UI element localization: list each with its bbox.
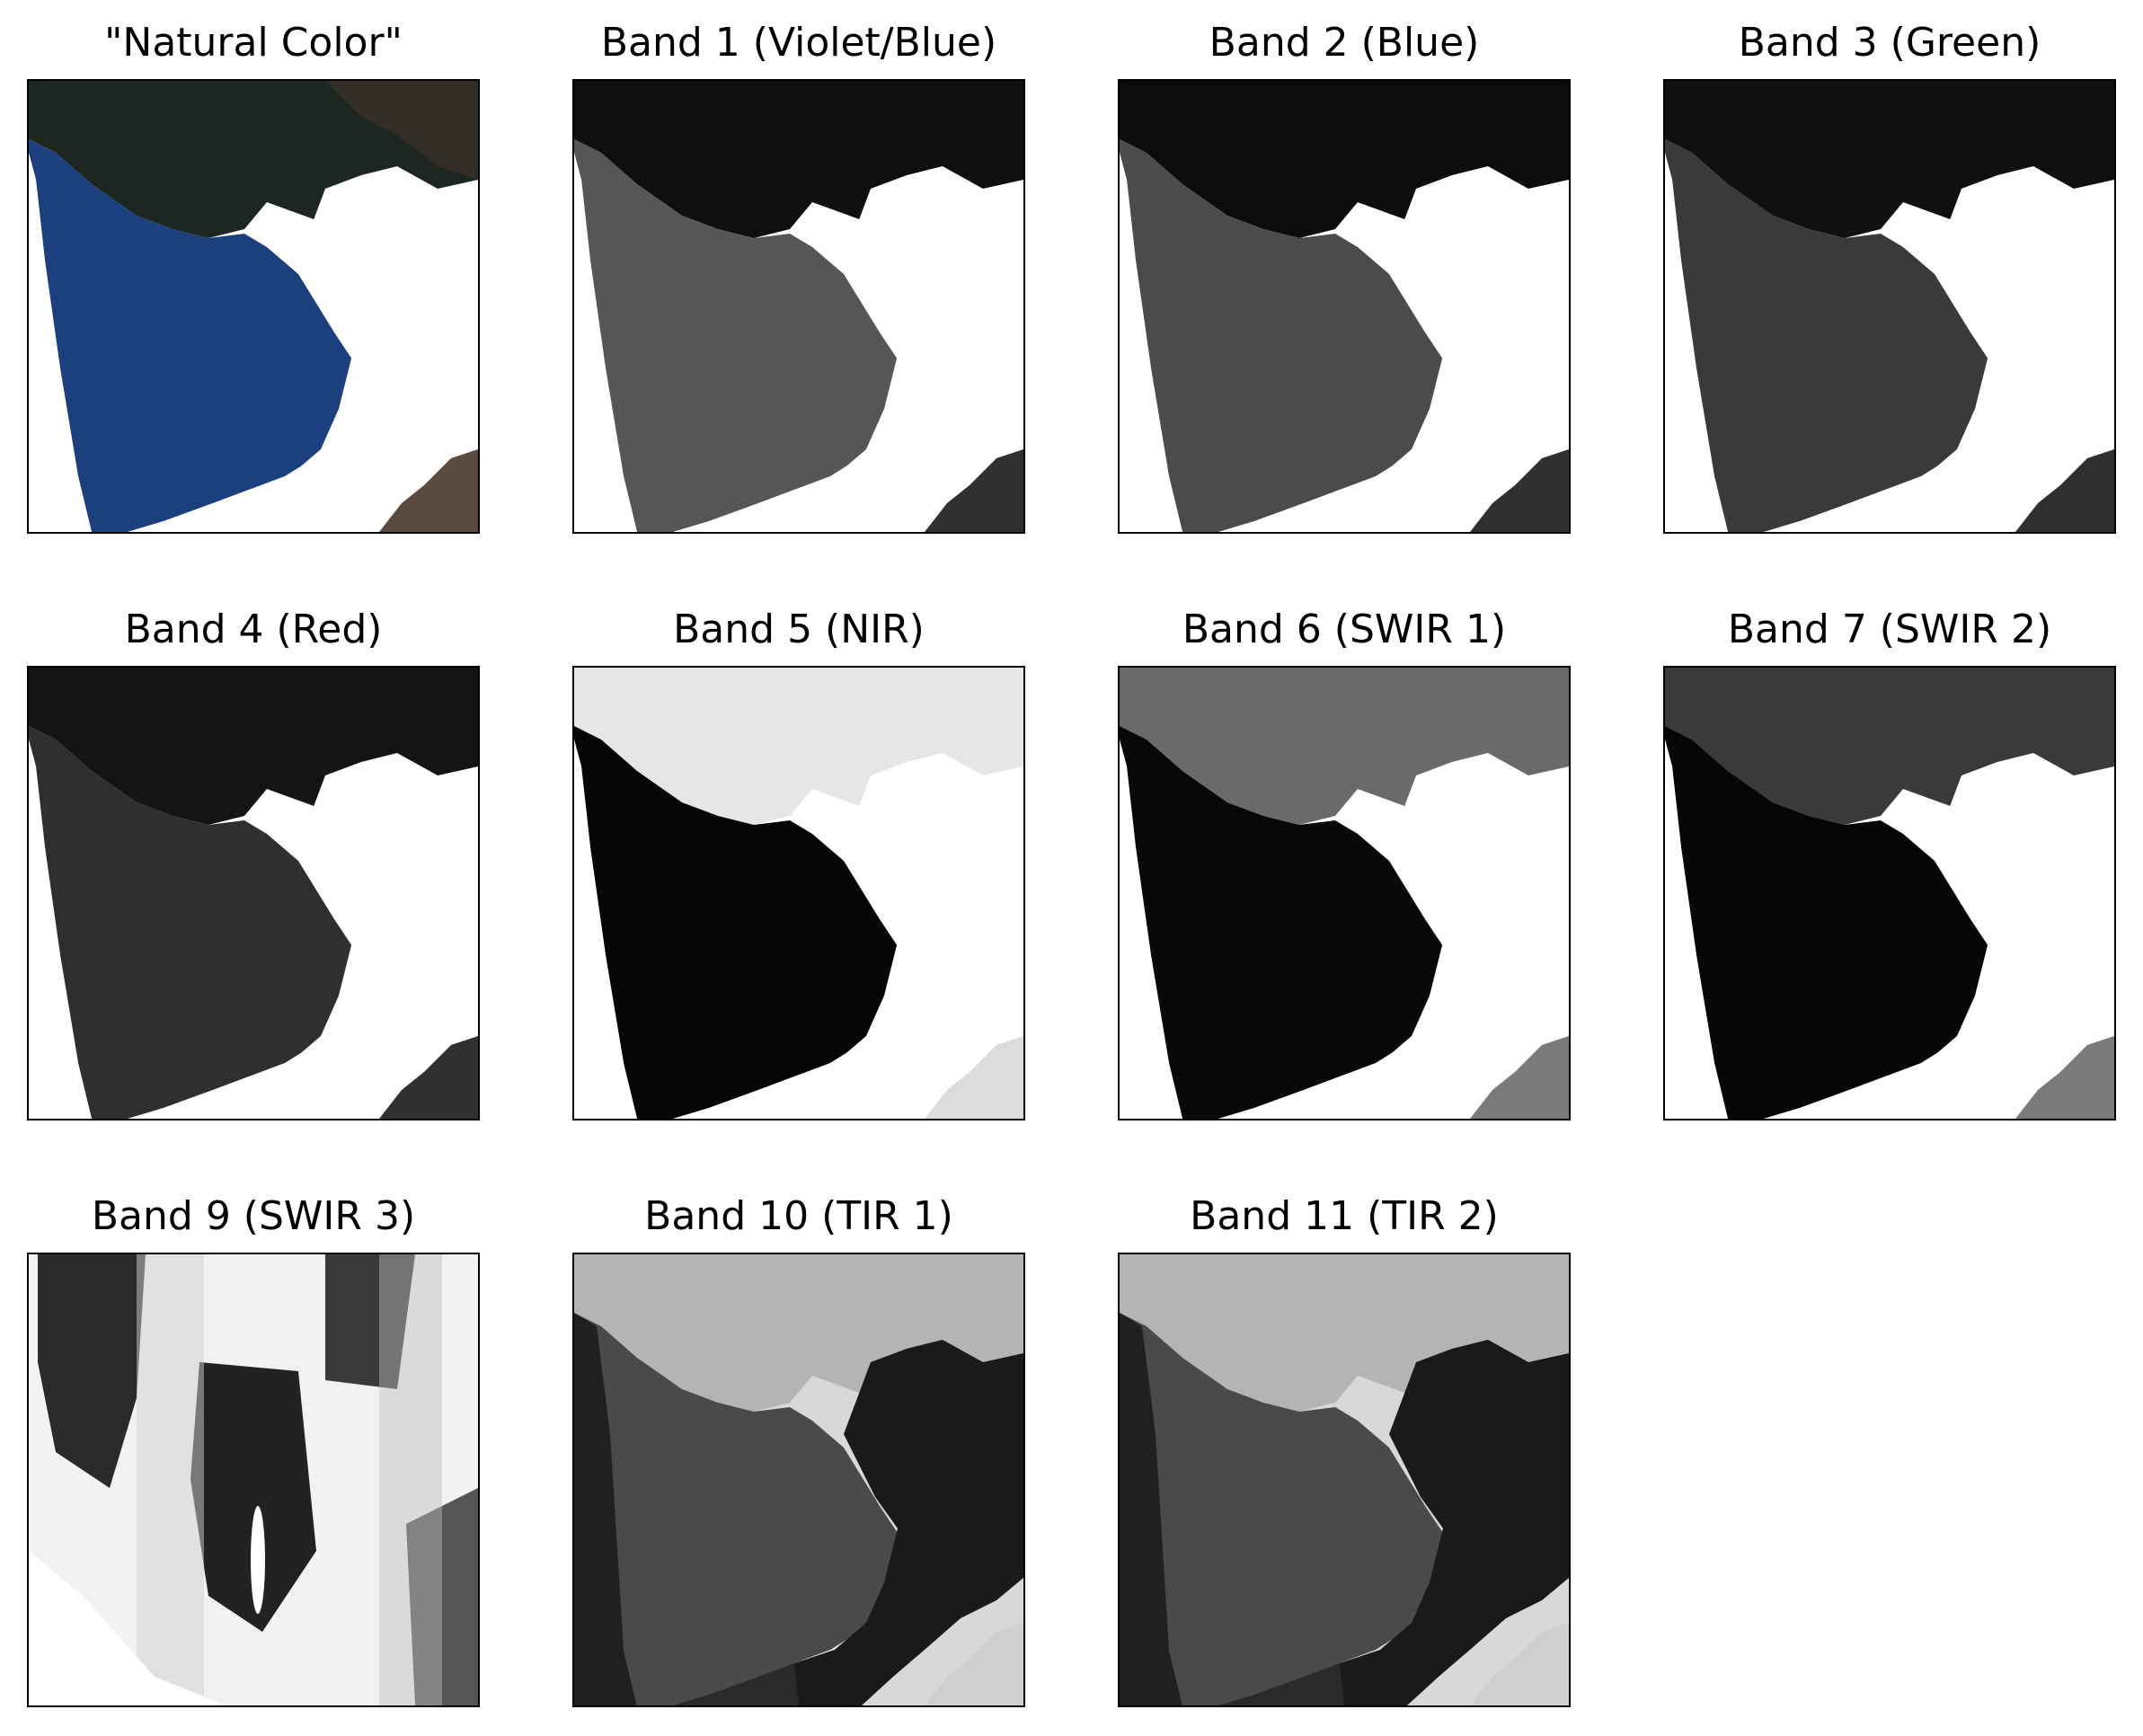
cloud-region [128,166,478,532]
land-region [379,1036,478,1119]
cloud-region [574,740,637,1119]
stripe-region [137,1254,204,1705]
dark-band-region [325,1254,415,1389]
satellite-image [1665,81,2114,532]
satellite-image [1120,668,1569,1119]
image-band-11 [1118,1253,1571,1707]
panel-band-9: Band 9 (SWIR 3) [27,1191,480,1707]
satellite-image [29,1254,478,1705]
land-region [1470,1036,1569,1119]
panel-title: Band 4 (Red) [124,607,383,652]
cloud-region [1120,153,1182,532]
land-region [1470,1623,1569,1705]
cloud-region [1764,166,2114,532]
satellite-image [1665,668,2114,1119]
panel-title: Band 5 (NIR) [673,607,925,652]
water-region [29,139,352,532]
dark-band-region [190,1362,316,1632]
panel-title: Band 1 (Violet/Blue) [600,20,997,66]
water-region [1665,139,1988,532]
land-region [2015,449,2114,532]
satellite-image [29,81,478,532]
cloud-region [1218,166,1569,532]
satellite-image [574,81,1023,532]
dark-band-region [406,1488,478,1705]
satellite-image [574,668,1023,1119]
panel-band-10: Band 10 (TIR 1) [572,1191,1025,1707]
panel-title: Band 6 (SWIR 1) [1182,607,1507,652]
land-region [1470,449,1569,532]
panel-band-4: Band 4 (Red) [27,605,480,1120]
panel-band-2: Band 2 (Blue) [1118,18,1571,534]
satellite-image [1120,81,1569,532]
cloud-region [128,753,478,1119]
cloud-region [1665,153,1728,532]
satellite-image [574,1254,1023,1705]
dark-band-region [38,1254,146,1488]
water-region [1120,1313,1443,1705]
cloud-region [1764,753,2114,1119]
image-natural-color [27,79,480,534]
image-band-7 [1663,666,2116,1120]
stripe-region [379,1254,442,1705]
image-band-5 [572,666,1025,1120]
image-band-3 [1663,79,2116,534]
cloud-region [673,166,1023,532]
panel-title: Band 2 (Blue) [1209,20,1480,66]
panel-title: Band 9 (SWIR 3) [91,1193,416,1239]
image-band-4 [27,666,480,1120]
cold-region [1120,1313,1182,1705]
land-region [379,449,478,532]
cloud-region [673,753,1023,1119]
cloud-region [29,1551,226,1705]
cloud-region [29,153,92,532]
cloud-region [29,740,92,1119]
satellite-image [29,668,478,1119]
panel-title: Band 3 (Green) [1738,20,2041,66]
panel-natural-color: "Natural Color" [27,18,480,534]
satellite-image [1120,1254,1569,1705]
panel-band-6: Band 6 (SWIR 1) [1118,605,1571,1120]
water-region [29,726,352,1119]
cloud-region [1665,740,1728,1119]
land-region-brown [325,81,478,180]
cloud-region [1218,753,1569,1119]
cloud-region [673,1340,1023,1705]
panel-band-5: Band 5 (NIR) [572,605,1025,1120]
panel-title: Band 11 (TIR 2) [1190,1193,1499,1239]
land-region [925,1623,1023,1705]
image-band-9 [27,1253,480,1707]
water-region [1120,139,1443,532]
water-region [574,726,898,1119]
cold-region [574,1313,637,1705]
panel-band-1: Band 1 (Violet/Blue) [572,18,1025,534]
panel-band-11: Band 11 (TIR 2) [1118,1191,1571,1707]
water-region [574,1313,898,1705]
land-region [925,1036,1023,1119]
image-band-1 [572,79,1025,534]
water-region [1120,726,1443,1119]
cloud-region [1120,740,1182,1119]
panel-title: Band 7 (SWIR 2) [1727,607,2052,652]
cold-region [673,1663,799,1705]
image-band-2 [1118,79,1571,534]
image-band-10 [572,1253,1025,1707]
water-region [574,139,898,532]
panel-title: Band 10 (TIR 1) [644,1193,953,1239]
water-region [1665,726,1988,1119]
land-region [2015,1036,2114,1119]
cloud-region [574,153,637,532]
bright-streak [251,1506,265,1614]
land-region [925,449,1023,532]
cloud-region [1218,1340,1569,1705]
cold-region [1218,1663,1344,1705]
panel-band-3: Band 3 (Green) [1663,18,2116,534]
image-band-6 [1118,666,1571,1120]
panel-title: "Natural Color" [104,20,403,66]
panel-band-7: Band 7 (SWIR 2) [1663,605,2116,1120]
